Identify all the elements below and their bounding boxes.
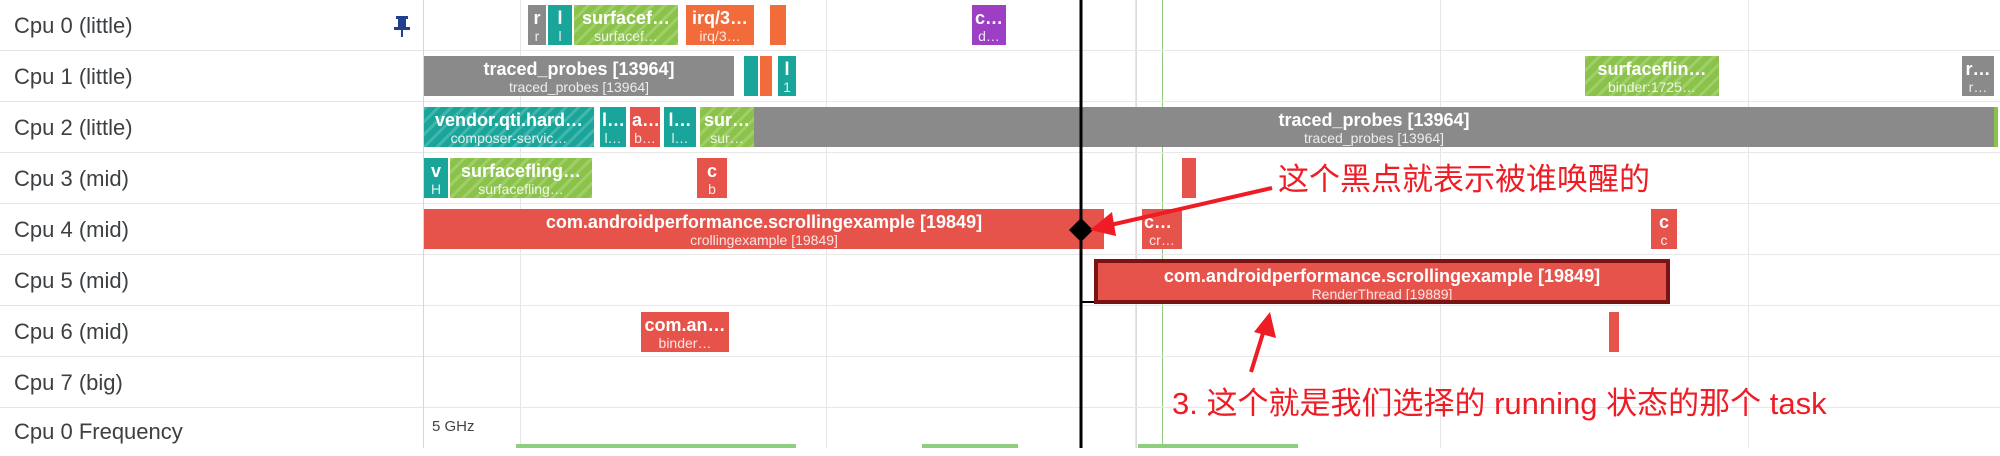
wakeup-arrow	[1105, 186, 1273, 228]
track-cpu2[interactable]	[424, 102, 2000, 153]
track-cpu7[interactable]	[424, 357, 2000, 408]
slice-cpu0-surfaceflinger[interactable]: surfacef… surfacef…	[574, 5, 678, 45]
slice-cpu2-vendor-qti[interactable]: vendor.qti.hard… composer-servic…	[424, 107, 594, 147]
slice-cpu2-l2[interactable]: l… l…	[664, 107, 696, 147]
wakeup-marker	[1069, 218, 1093, 242]
slice-cpu0-small[interactable]	[770, 5, 786, 45]
time-gridline	[1748, 0, 1749, 448]
slice-cpu1-surfaceflinger[interactable]: surfaceflin… binder:1725…	[1585, 56, 1719, 96]
row-label-cpu1: Cpu 1 (little)	[0, 51, 423, 102]
running-arrow-head	[1254, 312, 1276, 338]
wakeup-arrow-head	[1090, 212, 1116, 236]
track-cpu1[interactable]	[424, 51, 2000, 102]
frequency-bar	[922, 444, 1018, 448]
wakeup-connector	[1080, 230, 1094, 303]
row-label-cpu2: Cpu 2 (little)	[0, 102, 423, 153]
pin-icon[interactable]	[392, 14, 412, 38]
track-cpu0[interactable]	[424, 0, 2000, 51]
slice-cpu1-r[interactable]: r… r…	[1962, 56, 1994, 96]
time-gridline	[1440, 0, 1441, 448]
slice-cpu5-renderthread-selected[interactable]: com.androidperformance.scrollingexample …	[1094, 259, 1670, 304]
slice-cpu4-scrollingexample[interactable]: com.androidperformance.scrollingexample …	[424, 209, 1104, 249]
slice-cpu1-traced-probes[interactable]: traced_probes [13964] traced_probes [1396…	[424, 56, 734, 96]
running-arrow	[1249, 329, 1266, 373]
label-column-divider	[423, 0, 424, 448]
slice-cpu2-traced-probes[interactable]: traced_probes [13964] traced_probes [1396…	[754, 107, 1994, 147]
track-cpu4[interactable]	[424, 204, 2000, 255]
slice-cpu6-com-an[interactable]: com.an… binder…	[641, 312, 729, 352]
slice-cpu0-irq[interactable]: irq/3… irq/3…	[686, 5, 754, 45]
time-gridline	[1136, 0, 1137, 448]
track-cpu6[interactable]	[424, 306, 2000, 357]
slice-cpu3-small[interactable]	[1182, 158, 1196, 198]
slice-cpu6-small[interactable]	[1609, 312, 1619, 352]
frequency-scale-label: 5 GHz	[432, 418, 475, 435]
row-label-cpu6: Cpu 6 (mid)	[0, 306, 423, 357]
row-label-cpu0-frequency: Cpu 0 Frequency	[0, 408, 423, 448]
frequency-bar	[1138, 444, 1298, 448]
slice-cpu2-l1[interactable]: l… l…	[600, 107, 626, 147]
slice-cpu2-edge[interactable]	[1994, 107, 1998, 147]
row-label-cpu4: Cpu 4 (mid)	[0, 204, 423, 255]
row-label-cpu0: Cpu 0 (little)	[0, 0, 423, 51]
time-gridline	[1135, 0, 1136, 448]
running-task-annotation: 3. 这个就是我们选择的 running 状态的那个 task	[1172, 386, 1827, 421]
wakeup-annotation: 这个黑点就表示被谁唤醒的	[1278, 162, 1650, 197]
row-label-cpu5: Cpu 5 (mid)	[0, 255, 423, 306]
slice-cpu1-small-teal[interactable]	[744, 56, 758, 96]
slice-cpu0-c[interactable]: c… d…	[972, 5, 1006, 45]
row-label-cpu7: Cpu 7 (big)	[0, 357, 423, 408]
frequency-bar	[516, 444, 796, 448]
row-label-cpu3: Cpu 3 (mid)	[0, 153, 423, 204]
track-cpu5[interactable]	[424, 255, 2000, 306]
slice-cpu2-a[interactable]: a… b…	[630, 107, 660, 147]
slice-cpu3-surfaceflinger[interactable]: surfacefling… surfacefling…	[450, 158, 592, 198]
slice-cpu1-small-orange[interactable]	[760, 56, 772, 96]
slice-cpu2-sur[interactable]: sur… sur…	[700, 107, 754, 147]
